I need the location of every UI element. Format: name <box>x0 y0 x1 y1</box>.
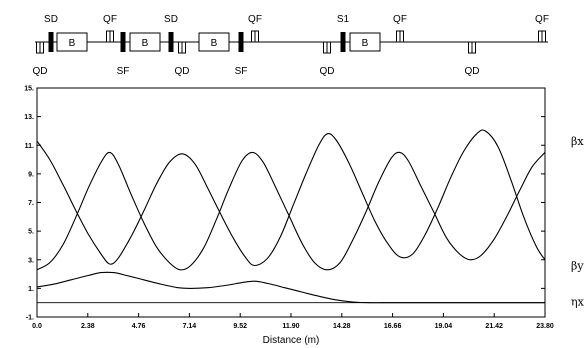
element-label: QD <box>33 66 48 77</box>
series-lines <box>36 129 546 304</box>
x-tick-label: 21.42 <box>485 323 503 330</box>
y-axis-ticks: -1. 1. 3. 5. 7. 9. 11. 13. 15. <box>24 86 545 322</box>
dipole-magnet <box>349 32 381 52</box>
element-label: QD <box>320 66 335 77</box>
series-line-beta-y <box>36 129 546 267</box>
sextupole <box>120 32 126 52</box>
x-tick-label: 0.0 <box>32 323 42 330</box>
dipole-magnet <box>129 32 161 52</box>
dipole-label: B <box>69 38 76 49</box>
element-label: S1 <box>337 14 350 25</box>
sextupole <box>48 32 54 52</box>
series-label: βx <box>571 135 584 148</box>
x-axis-label: Distance (m) <box>263 335 320 346</box>
y-tick-label: 13. <box>24 114 34 121</box>
x-tick-label: 2.38 <box>81 323 95 330</box>
series-labels: βx βy ηx <box>571 135 585 308</box>
x-tick-label: 23.80 <box>536 323 554 330</box>
element-label: SF <box>117 66 130 77</box>
x-tick-label: 4.76 <box>132 323 146 330</box>
series-line-eta-x <box>36 271 545 304</box>
dipole-label: B <box>142 38 149 49</box>
x-tick-label: 14.28 <box>333 323 351 330</box>
x-tick-label: 16.66 <box>384 323 402 330</box>
element-label: QD <box>175 66 190 77</box>
dipole-label: B <box>362 38 369 49</box>
element-label: QF <box>103 14 117 25</box>
x-tick-label: 7.14 <box>183 323 197 330</box>
x-tick-label: 19.04 <box>435 323 453 330</box>
element-label: QF <box>248 14 262 25</box>
element-label: QF <box>393 14 407 25</box>
element-label: SD <box>44 14 58 25</box>
lattice-diagram: QD SD B QF SF B SD QD B SF QF QD S1 B QF QD QF <box>33 14 549 77</box>
series-label: ηx <box>571 295 585 308</box>
y-tick-label: 15. <box>24 86 34 93</box>
element-label: SF <box>235 66 248 77</box>
y-tick-label: 7. <box>28 200 34 207</box>
element-label: QD <box>465 66 480 77</box>
y-tick-label: 5. <box>28 229 34 236</box>
y-tick-label: -1. <box>26 315 34 322</box>
x-axis-ticks: 0.0 2.38 4.76 7.14 9.52 11.90 14.28 16.66 19.04 2… <box>32 313 554 330</box>
element-label: QF <box>535 14 549 25</box>
series-label: βy <box>571 259 584 272</box>
plot-frame <box>36 87 546 318</box>
y-tick-label: 3. <box>28 257 34 264</box>
sextupole <box>238 32 244 52</box>
x-tick-label: 9.52 <box>233 323 247 330</box>
dipole-magnet <box>198 32 230 52</box>
sextupole <box>340 32 346 52</box>
x-tick-label: 11.90 <box>282 323 299 330</box>
element-label: SD <box>164 14 178 25</box>
y-tick-label: 1. <box>28 286 34 293</box>
beta-function-plot: 0.0 2.38 4.76 7.14 9.52 11.90 14.28 16.66 19.04 2… <box>24 86 584 347</box>
y-tick-label: 11. <box>25 143 34 150</box>
dipole-magnet <box>56 32 88 52</box>
dipole-label: B <box>211 38 218 49</box>
sextupole <box>168 32 174 52</box>
y-tick-label: 9. <box>28 171 34 178</box>
